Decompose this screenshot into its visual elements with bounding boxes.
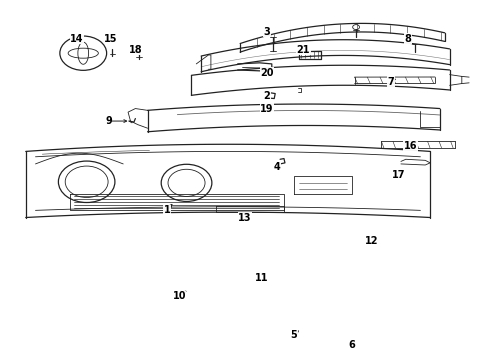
Text: 18: 18 bbox=[128, 45, 142, 55]
Text: 7: 7 bbox=[388, 77, 394, 87]
Text: 9: 9 bbox=[105, 116, 112, 126]
Text: 1: 1 bbox=[164, 205, 171, 215]
Text: 19: 19 bbox=[260, 104, 274, 113]
Text: 13: 13 bbox=[238, 212, 252, 222]
Text: 5: 5 bbox=[291, 330, 297, 341]
Text: 11: 11 bbox=[255, 273, 269, 283]
Text: 17: 17 bbox=[392, 170, 405, 180]
Text: 20: 20 bbox=[260, 68, 274, 78]
Text: 14: 14 bbox=[70, 34, 84, 44]
Text: 2: 2 bbox=[264, 91, 270, 101]
Text: 21: 21 bbox=[297, 45, 310, 55]
Text: 12: 12 bbox=[365, 236, 378, 246]
Text: 16: 16 bbox=[404, 141, 417, 151]
Text: 4: 4 bbox=[273, 162, 280, 172]
Text: 15: 15 bbox=[104, 34, 118, 44]
Text: 10: 10 bbox=[172, 291, 186, 301]
Text: 6: 6 bbox=[349, 340, 356, 350]
Text: 8: 8 bbox=[405, 34, 412, 44]
Text: 3: 3 bbox=[264, 27, 270, 37]
